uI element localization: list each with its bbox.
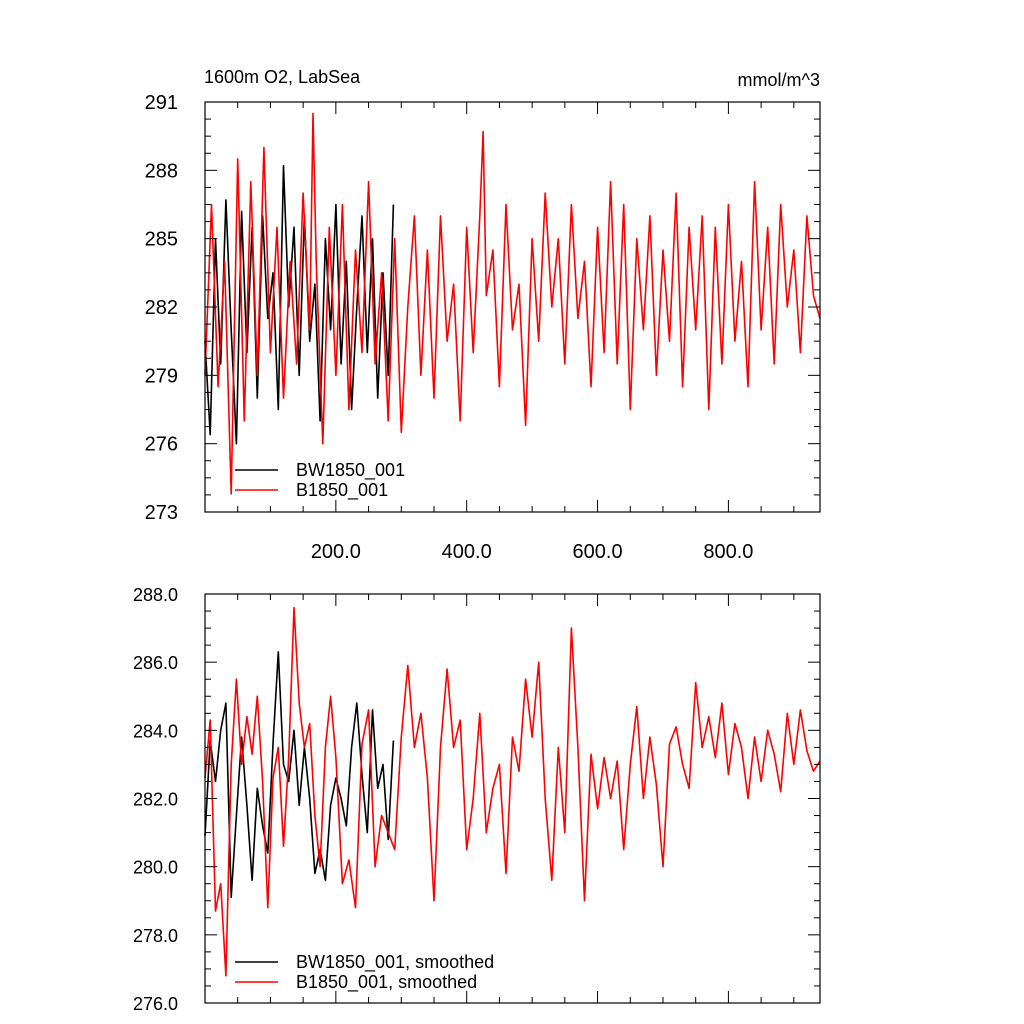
x-tick-label: 800.0 [703,541,753,563]
y-tick-label: 291 [145,92,178,114]
x-tick-label: 200.0 [311,541,361,563]
top-panel: 1600m O2, LabSea mmol/m^3 273 276 279 282 28… [145,67,821,563]
y-tick-label: 278.0 [133,926,178,946]
chart-title: 1600m O2, LabSea [204,67,361,87]
y-tick-label: 276.0 [133,994,178,1014]
y-tick-label: 282.0 [133,790,178,810]
y-tick-label: 276 [145,434,178,456]
y-tick-label: 279 [145,365,178,387]
series-line-bw1850 [204,651,395,899]
units-label: mmol/m^3 [738,70,820,90]
legend-label: BW1850_001, smoothed [296,952,494,973]
series-line-b1850 [204,112,821,495]
y-tick-label: 280.0 [133,858,178,878]
bottom-panel: 276.0 278.0 280.0 282.0 284.0 286.0 288.0 BW18… [133,585,821,1014]
y-tick-label: 288.0 [133,585,178,605]
series-line-bw1850 [204,165,395,445]
y-tick-label: 286.0 [133,653,178,673]
x-tick-label: 400.0 [442,541,492,563]
y-tick-label: 288 [145,160,178,182]
y-tick-label: 273 [145,502,178,524]
legend-label: BW1850_001 [296,460,405,481]
legend-label: B1850_001, smoothed [296,972,477,993]
y-tick-label: 282 [145,297,178,319]
series-line-b1850 [204,606,821,977]
x-tick-label: 600.0 [573,541,623,563]
legend-label: B1850_001 [296,480,388,501]
y-tick-label: 284.0 [133,721,178,741]
y-tick-label: 285 [145,229,178,251]
